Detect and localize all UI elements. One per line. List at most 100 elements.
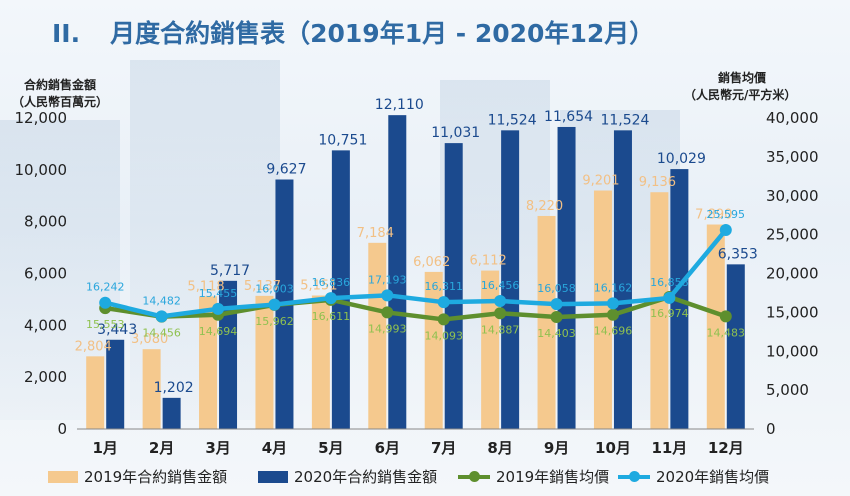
page-title: II. 月度合約銷售表（2019年1月 - 2020年12月） xyxy=(52,14,654,50)
right-tick-label: 10,000 xyxy=(766,342,819,360)
legend-swatch xyxy=(48,470,78,483)
point-2020-price xyxy=(719,223,732,236)
legend-label: 2020年合約銷售金額 xyxy=(294,468,438,486)
point-2020-price xyxy=(494,295,507,308)
bar-2020-sales xyxy=(613,130,632,429)
price-2019-label: 14,403 xyxy=(537,327,576,340)
left-tick-label: 6,000 xyxy=(24,265,67,283)
price-2020-label: 16,836 xyxy=(312,276,351,289)
price-2019-label: 16,974 xyxy=(650,307,689,320)
bar-2020-sales xyxy=(388,115,407,429)
bar-2019-sales xyxy=(142,349,161,429)
price-2020-label: 16,858 xyxy=(650,276,689,289)
legend-item-2020-sales: 2020年合約銷售金額 xyxy=(258,466,437,487)
price-2020-label: 15,455 xyxy=(199,287,238,300)
right-axis-title: 銷售均價 （人民幣元/平方米） xyxy=(684,70,796,104)
left-tick-label: 4,000 xyxy=(24,316,67,334)
lines xyxy=(99,223,732,326)
legend-item-2019-price: 2019年銷售均價 xyxy=(458,466,609,487)
price-2020-label: 17,193 xyxy=(368,273,407,286)
bar-2020-label: 6,353 xyxy=(718,246,758,262)
legend-label: 2019年銷售均價 xyxy=(496,468,610,486)
price-2019-label: 15,553 xyxy=(86,318,125,331)
legend-label: 2020年銷售均價 xyxy=(656,468,770,486)
bar-2020-sales xyxy=(501,130,520,429)
bar-2019-sales xyxy=(424,271,443,429)
category-label: 5月 xyxy=(318,439,343,457)
legend-swatch xyxy=(618,470,650,482)
left-tick-label: 10,000 xyxy=(15,161,68,179)
bar-2019-sales xyxy=(255,295,274,429)
bar-2020-label: 11,524 xyxy=(600,112,649,128)
data-labels: 2,804 3,080 5,118 5,137 5,151 7,184 6,062 6,112… xyxy=(75,97,758,396)
point-2020-price xyxy=(155,310,168,323)
right-tick-label: 35,000 xyxy=(766,148,819,166)
point-2019-price xyxy=(381,306,394,319)
point-2020-price xyxy=(324,292,337,305)
price-2019-label: 15,962 xyxy=(255,315,294,328)
bar-2019-sales xyxy=(706,224,725,429)
bar-2020-label: 10,751 xyxy=(318,132,367,148)
bar-2019-label: 5,118 xyxy=(187,279,224,294)
price-2019-label: 14,696 xyxy=(594,325,633,338)
bar-2020-label: 11,031 xyxy=(431,125,480,141)
point-2019-price xyxy=(494,307,507,320)
bar-2019-sales xyxy=(199,296,218,429)
point-2020-price xyxy=(381,289,394,302)
bar-2019-sales xyxy=(86,356,105,429)
category-label: 1月 xyxy=(92,439,117,457)
legend-swatch xyxy=(258,470,288,483)
right-tick-label: 20,000 xyxy=(766,265,819,283)
legend-item-2019-sales: 2019年合約銷售金額 xyxy=(48,466,227,487)
price-2020-label: 16,058 xyxy=(537,282,576,295)
category-label: 7月 xyxy=(431,439,456,457)
price-2019-label: 14,483 xyxy=(707,326,746,339)
bar-2019-label: 5,137 xyxy=(244,279,281,294)
price-2019-label: 14,887 xyxy=(481,323,520,336)
bar-2020-label: 11,654 xyxy=(544,109,593,125)
price-2019-label: 14,456 xyxy=(142,327,181,340)
point-2020-price xyxy=(99,296,112,309)
bar-2019-label: 9,136 xyxy=(639,175,676,190)
bar-2020-label: 10,029 xyxy=(657,151,706,167)
right-tick-label: 5,000 xyxy=(766,381,809,399)
left-axis-title-line2: （人民幣百萬元） xyxy=(12,95,109,109)
price-2020-label: 16,242 xyxy=(86,281,125,294)
point-2020-price xyxy=(212,302,225,315)
bars xyxy=(86,115,745,429)
category-label: 12月 xyxy=(708,439,744,457)
point-2019-price xyxy=(550,311,563,324)
bar-2020-sales xyxy=(219,280,238,429)
bar-2019-sales xyxy=(650,192,669,429)
point-2019-price xyxy=(437,313,450,326)
category-label: 4月 xyxy=(262,439,287,457)
bar-2019-label: 2,804 xyxy=(75,339,112,354)
bar-2019-label: 7,890 xyxy=(695,208,732,223)
point-2020-price xyxy=(663,291,676,304)
price-2020-label: 16,456 xyxy=(481,279,520,292)
bar-2020-label: 5,717 xyxy=(210,263,250,279)
right-axis-title-line2: （人民幣元/平方米） xyxy=(684,88,797,102)
category-label: 8月 xyxy=(487,439,512,457)
category-label: 10月 xyxy=(595,439,631,457)
price-2020-label: 16,311 xyxy=(424,280,463,293)
bar-2019-sales xyxy=(311,295,330,429)
legend-swatch xyxy=(458,470,490,482)
section-number: II. xyxy=(52,19,81,48)
left-axis-title: 合約銷售金額 （人民幣百萬元） xyxy=(12,77,108,111)
price-2020-label: 16,003 xyxy=(255,283,294,296)
left-tick-label: 0 xyxy=(57,420,67,438)
bar-2020-sales xyxy=(106,339,125,429)
bar-2020-label: 1,202 xyxy=(154,380,194,396)
price-2019-label: 16,611 xyxy=(312,310,351,323)
bar-2020-sales xyxy=(331,150,350,429)
bar-2019-label: 8,220 xyxy=(526,199,563,214)
left-axis-title-line1: 合約銷售金額 xyxy=(24,78,97,92)
price-2019-label: 14,993 xyxy=(368,322,407,335)
point-2020-price xyxy=(437,296,450,309)
left-tick-label: 8,000 xyxy=(24,213,67,231)
legend-label: 2019年合約銷售金額 xyxy=(84,468,228,486)
category-label: 3月 xyxy=(205,439,230,457)
point-2019-price xyxy=(719,310,732,323)
